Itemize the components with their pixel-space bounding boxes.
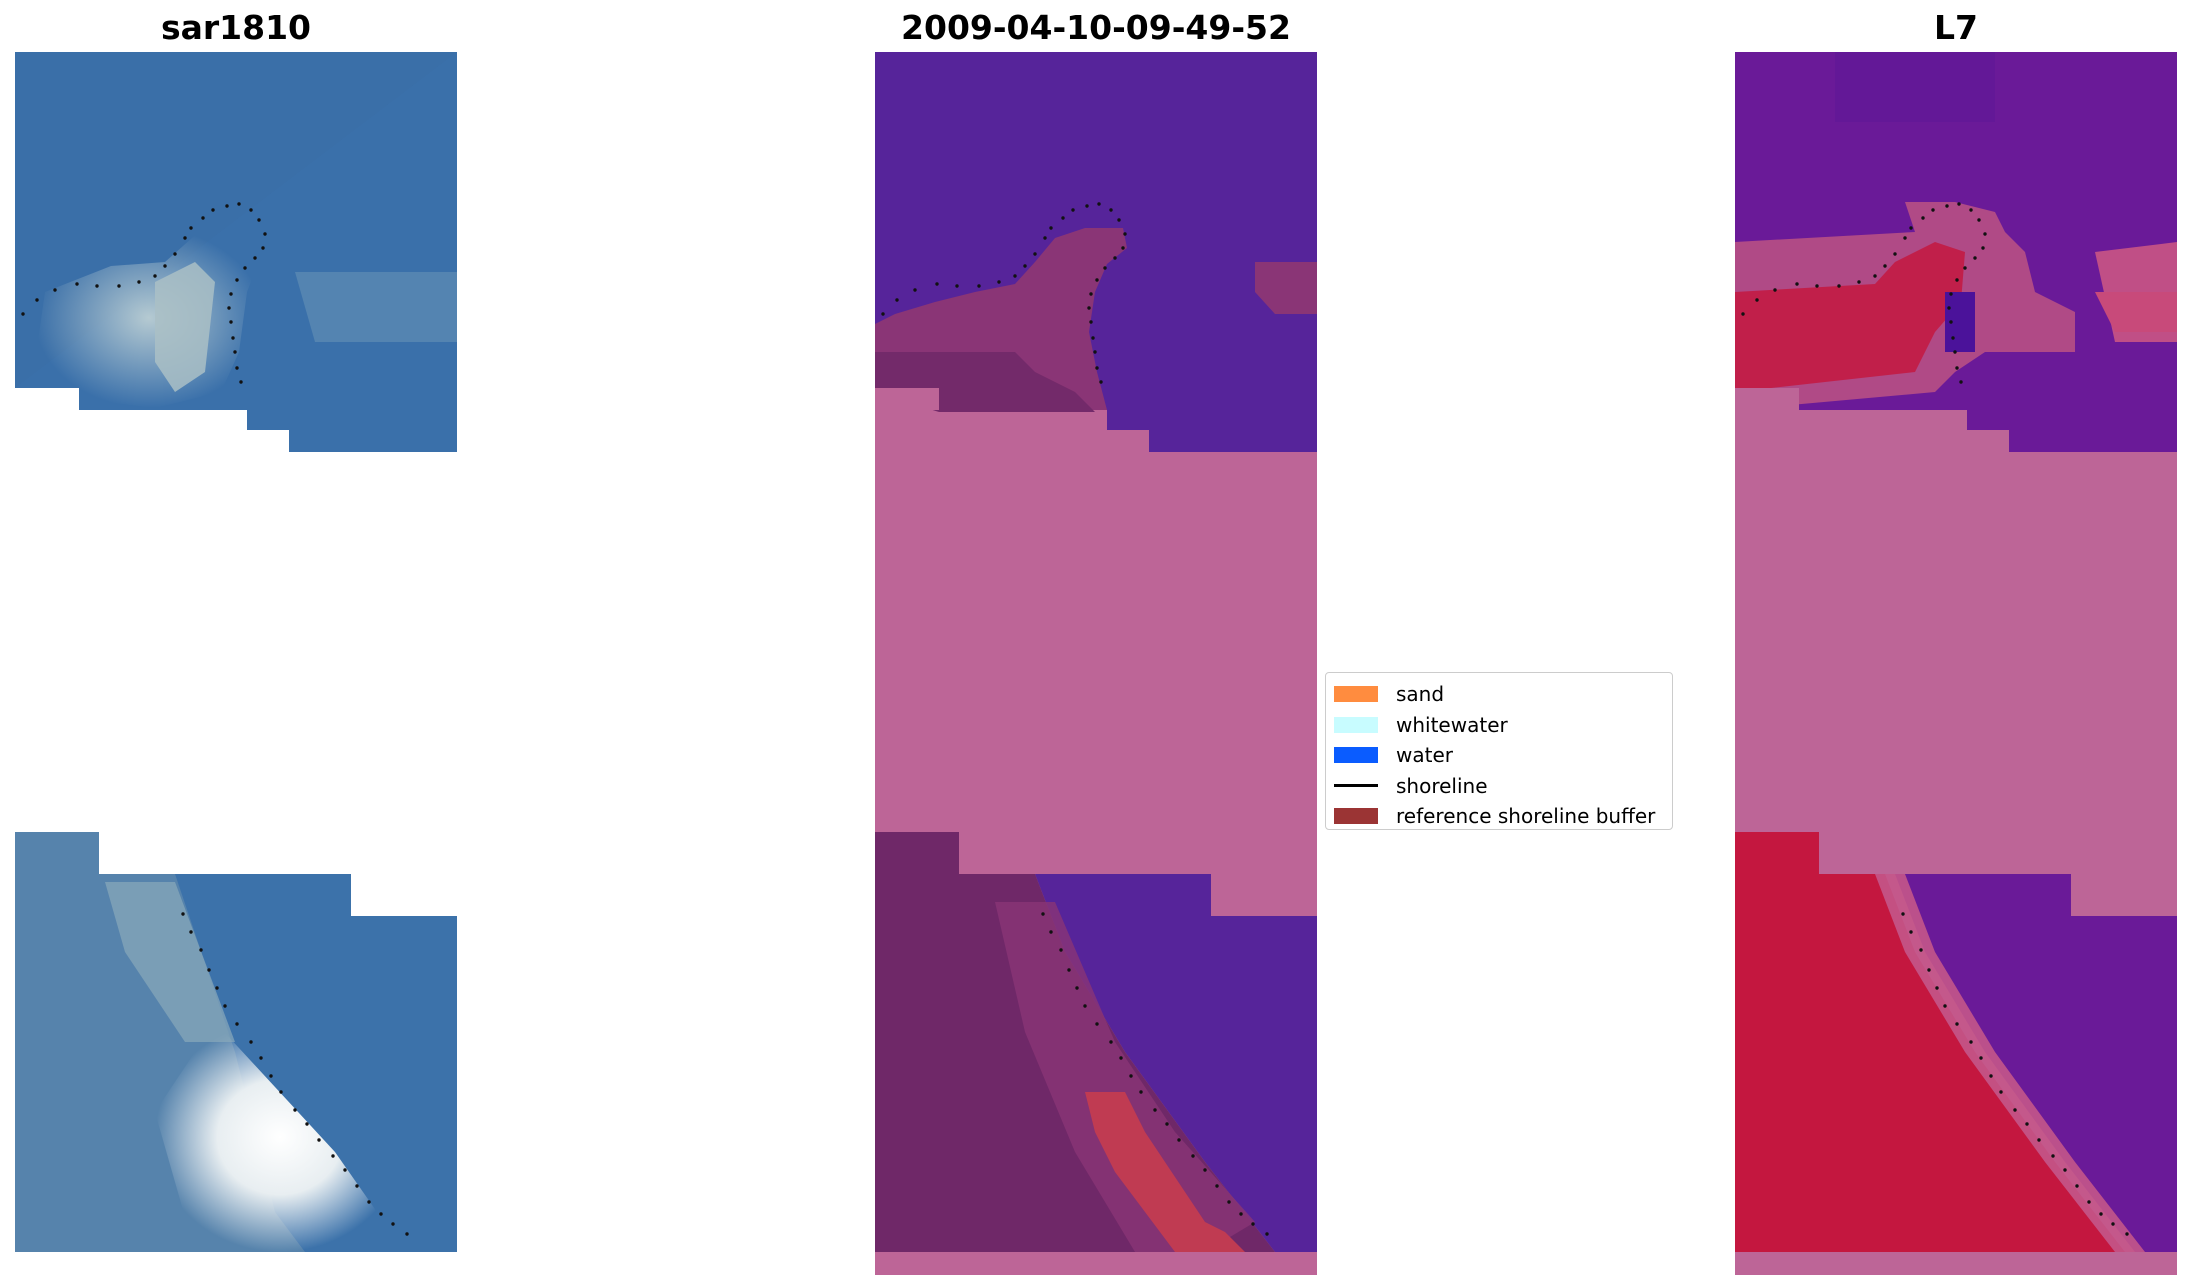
legend-swatch-shoreline bbox=[1334, 784, 1378, 788]
legend-item-water: water bbox=[1334, 740, 1664, 771]
legend-swatch-reference-buffer bbox=[1334, 808, 1378, 825]
legend-label-reference-buffer: reference shoreline buffer bbox=[1396, 804, 1656, 829]
class-water-bottom bbox=[1035, 874, 1317, 1252]
legend-item-whitewater: whitewater bbox=[1334, 710, 1664, 741]
legend-swatch-whitewater bbox=[1334, 716, 1378, 733]
class-shoreline bbox=[881, 202, 1269, 1236]
index-shoreline bbox=[1741, 202, 2129, 1236]
index-water-bottom bbox=[1895, 874, 2177, 1252]
reference-buffer bbox=[1085, 1092, 1245, 1252]
rgb-shoreline bbox=[21, 202, 409, 1236]
legend-item-sand: sand bbox=[1334, 679, 1664, 710]
legend-label-sand: sand bbox=[1396, 682, 1445, 707]
legend-label-water: water bbox=[1396, 743, 1453, 768]
index-land-bottom bbox=[1735, 832, 2125, 1252]
legend-label-shoreline: shoreline bbox=[1396, 773, 1488, 798]
rgb-image bbox=[15, 52, 457, 1252]
classification-panel bbox=[875, 52, 1317, 1275]
legend: sand whitewater water shoreline referenc… bbox=[1325, 672, 1673, 830]
legend-item-shoreline: shoreline bbox=[1334, 771, 1664, 802]
classification-image bbox=[875, 52, 1317, 1275]
panel-title-rgb: sar1810 bbox=[160, 8, 312, 47]
index-image bbox=[1735, 52, 2177, 1275]
legend-swatch-water bbox=[1334, 747, 1378, 764]
panel-title-classification: 2009-04-10-09-49-52 bbox=[901, 8, 1291, 47]
panel-title-index: L7 bbox=[1934, 8, 1978, 47]
legend-label-whitewater: whitewater bbox=[1396, 712, 1508, 737]
index-panel bbox=[1735, 52, 2177, 1275]
legend-swatch-sand bbox=[1334, 686, 1378, 703]
legend-item-reference-buffer: reference shoreline buffer bbox=[1334, 801, 1664, 832]
rgb-image-panel bbox=[15, 52, 457, 1275]
